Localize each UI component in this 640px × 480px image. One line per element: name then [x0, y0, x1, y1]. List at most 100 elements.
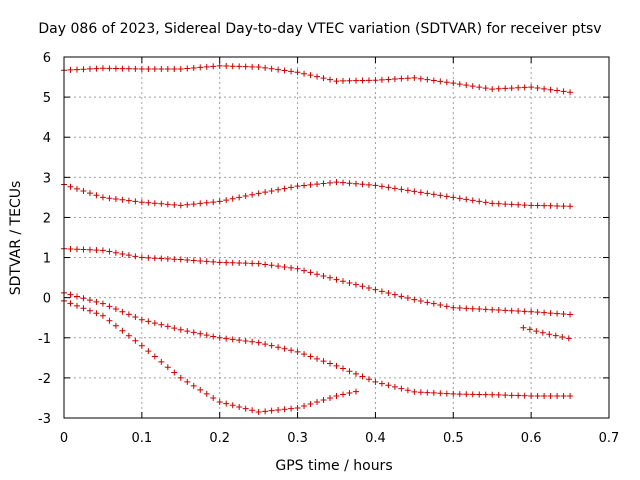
data-point	[437, 390, 444, 397]
data-point	[145, 254, 152, 261]
data-point	[372, 378, 379, 385]
data-point	[203, 390, 210, 397]
data-point	[456, 195, 463, 202]
data-point	[67, 291, 74, 298]
data-point	[294, 404, 301, 411]
data-point	[314, 271, 321, 278]
data-point	[93, 65, 100, 72]
data-point	[301, 267, 308, 274]
data-point	[151, 66, 158, 73]
data-point	[197, 257, 204, 264]
data-point	[216, 334, 223, 341]
data-point	[567, 203, 574, 210]
data-point	[275, 406, 282, 413]
data-point	[541, 392, 548, 399]
data-point	[73, 302, 80, 309]
data-point	[430, 389, 437, 396]
data-point	[93, 192, 100, 199]
data-point	[508, 307, 515, 314]
data-point	[80, 246, 87, 253]
data-point	[320, 75, 327, 82]
data-point	[469, 197, 476, 204]
data-point	[359, 181, 366, 188]
data-point	[268, 262, 275, 269]
data-point	[86, 65, 93, 72]
data-point	[268, 342, 275, 349]
data-point	[372, 286, 379, 293]
data-point	[378, 183, 385, 190]
data-point	[242, 337, 249, 344]
data-point	[262, 408, 269, 415]
data-point	[158, 200, 165, 207]
data-point	[567, 89, 574, 96]
data-point	[184, 201, 191, 208]
data-point	[327, 360, 334, 367]
data-point	[327, 394, 334, 401]
data-point	[249, 63, 256, 70]
data-point	[112, 306, 119, 313]
data-point	[520, 324, 527, 331]
data-point	[437, 78, 444, 85]
data-point	[502, 392, 509, 399]
data-point	[528, 84, 535, 91]
data-point	[112, 322, 119, 329]
data-point	[119, 327, 126, 334]
series-sat-c	[61, 245, 574, 318]
data-point	[424, 299, 431, 306]
data-point	[482, 199, 489, 206]
data-point	[404, 295, 411, 302]
data-point	[236, 259, 243, 266]
data-point	[268, 407, 275, 414]
data-point	[216, 259, 223, 266]
data-point	[262, 341, 269, 348]
data-point	[132, 253, 139, 260]
data-point	[190, 201, 197, 208]
data-point	[391, 291, 398, 298]
data-point	[145, 66, 152, 73]
data-point	[145, 348, 152, 355]
data-point	[171, 256, 178, 263]
x-tick-label: 0.7	[599, 431, 620, 446]
data-point	[301, 402, 308, 409]
data-point	[229, 402, 236, 409]
data-point	[210, 63, 217, 70]
data-point	[495, 307, 502, 314]
data-point	[333, 78, 340, 85]
data-point	[372, 182, 379, 189]
data-point	[521, 202, 528, 209]
data-point	[184, 65, 191, 72]
data-point	[346, 180, 353, 187]
data-point	[197, 64, 204, 71]
data-point	[301, 351, 308, 358]
data-point	[112, 195, 119, 202]
data-point	[378, 380, 385, 387]
data-point	[450, 194, 457, 201]
data-point	[526, 326, 533, 333]
data-point	[177, 374, 184, 381]
y-tick-label: 3	[43, 171, 51, 186]
data-point	[262, 64, 269, 71]
data-point	[242, 260, 249, 267]
data-point	[352, 281, 359, 288]
data-point	[463, 305, 470, 312]
data-point	[469, 391, 476, 398]
data-point	[489, 200, 496, 207]
data-point	[365, 376, 372, 383]
data-point	[327, 76, 334, 83]
data-point	[534, 309, 541, 316]
data-point	[476, 198, 483, 205]
series-sat-d	[61, 289, 574, 399]
x-axis-label: GPS time / hours	[275, 458, 392, 474]
data-point	[171, 66, 178, 73]
data-point	[391, 383, 398, 390]
data-point	[534, 202, 541, 209]
data-point	[463, 196, 470, 203]
data-point	[255, 64, 262, 71]
x-tick-label: 0.3	[287, 431, 308, 446]
data-point	[352, 180, 359, 187]
data-point	[352, 370, 359, 377]
data-point	[528, 392, 535, 399]
data-point	[346, 77, 353, 84]
y-tick-label: 1	[43, 252, 51, 267]
